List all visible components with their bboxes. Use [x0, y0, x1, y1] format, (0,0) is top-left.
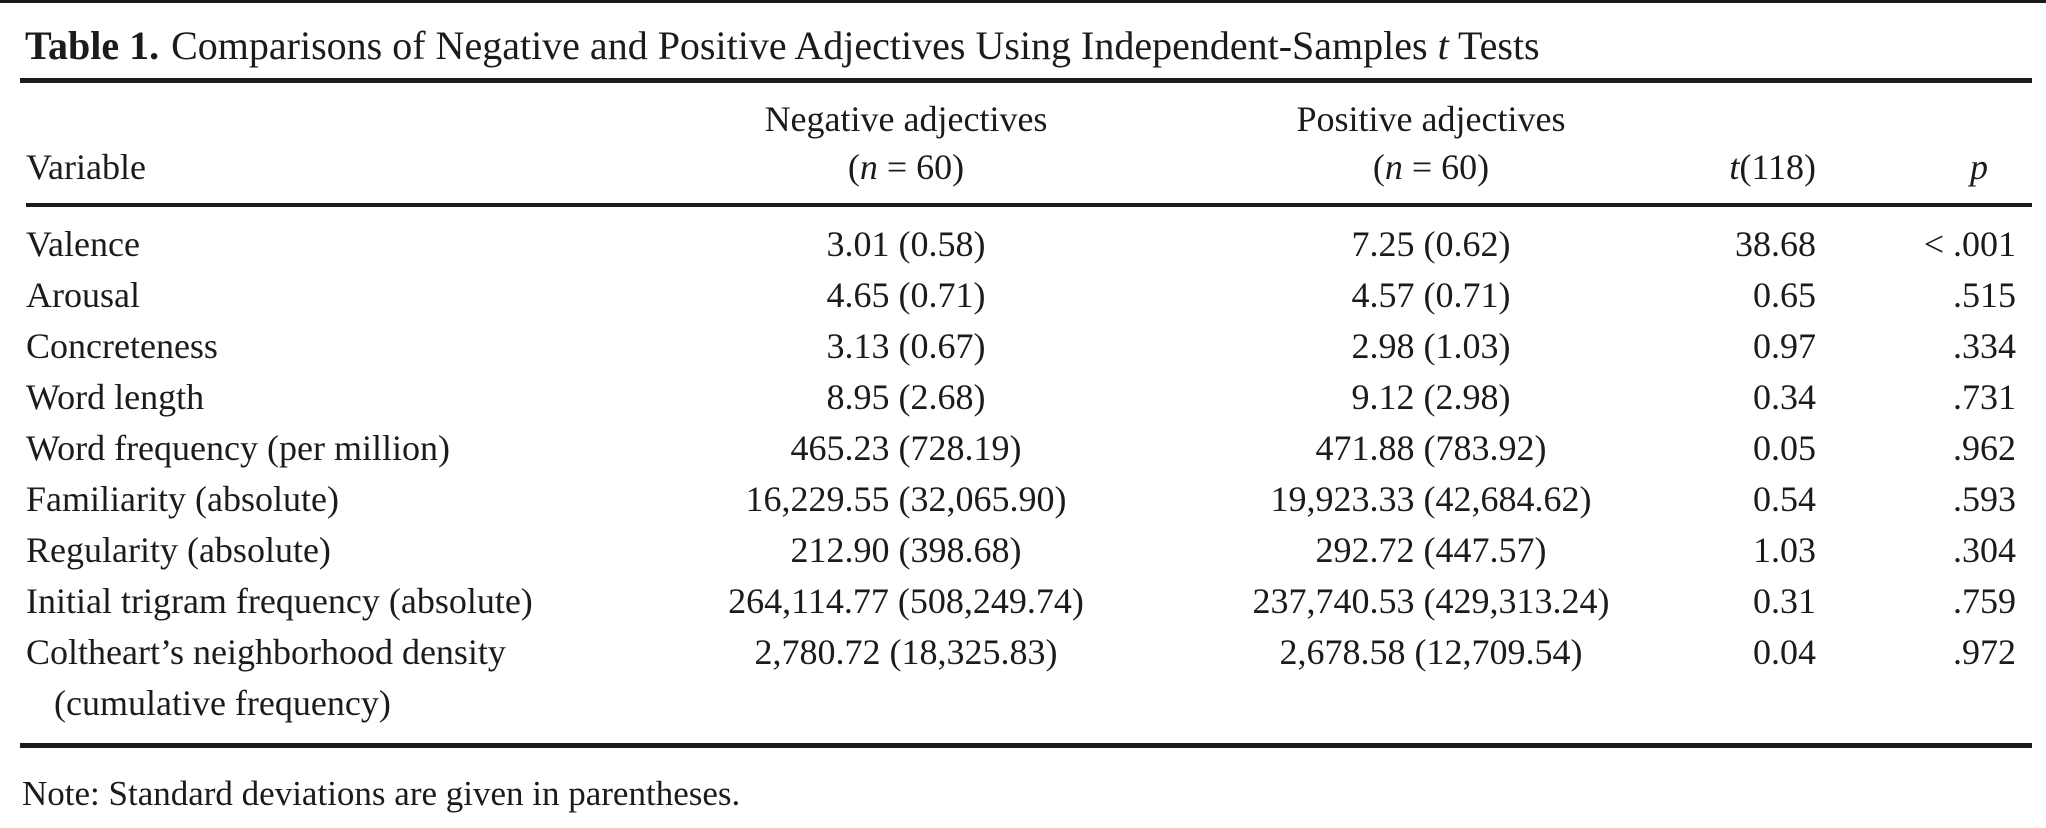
- row-t-value: 0.54: [1753, 479, 1816, 519]
- row-variable: Valence: [26, 224, 140, 264]
- row-negative-value: 4.65 (0.71): [826, 275, 986, 315]
- row-negative-value: 212.90 (398.68): [790, 530, 1022, 570]
- row-negative-value: 465.23 (728.19): [790, 428, 1022, 468]
- table-row: Coltheart’s neighborhood density (cumula…: [26, 627, 2032, 729]
- t-header-label: t(118): [1729, 147, 1816, 187]
- row-positive-value: 2,678.58 (12,709.54): [1279, 632, 1583, 672]
- row-variable: Initial trigram frequency (absolute): [26, 581, 533, 621]
- table-row: Familiarity (absolute) 16,229.55 (32,065…: [26, 474, 2032, 525]
- row-t-value: 38.68: [1735, 224, 1816, 264]
- row-variable: Regularity (absolute): [26, 530, 331, 570]
- row-p-value: .759: [1953, 581, 2016, 621]
- row-t-value: 0.65: [1753, 275, 1816, 315]
- column-header-positive: Positive adjectives (n = 60): [1186, 95, 1676, 191]
- table-title-text: Comparisons of Negative and Positive Adj…: [171, 23, 1428, 68]
- row-p-value: .334: [1953, 326, 2016, 366]
- row-variable: Arousal: [26, 275, 140, 315]
- row-positive-value: 2.98 (1.03): [1351, 326, 1511, 366]
- row-p-value: .515: [1953, 275, 2016, 315]
- row-negative-value: 8.95 (2.68): [826, 377, 986, 417]
- column-header-variable: Variable: [26, 95, 626, 191]
- variable-header-label: Variable: [26, 147, 146, 187]
- row-variable: Word length: [26, 377, 205, 417]
- row-positive-value: 19,923.33 (42,684.62): [1270, 479, 1592, 519]
- row-positive-value: 237,740.53 (429,313.24): [1252, 581, 1610, 621]
- row-negative-value: 264,114.77 (508,249.74): [728, 581, 1084, 621]
- table-body: Valence 3.01 (0.58) 7.25 (0.62) 38.68 < …: [26, 207, 2032, 743]
- row-p-value: .972: [1953, 632, 2016, 672]
- negative-header-n: (n = 60): [847, 147, 965, 187]
- table-title-italic-t: t: [1437, 23, 1449, 68]
- row-variable-line1: Coltheart’s neighborhood density: [26, 632, 506, 672]
- page-top-rule: [0, 0, 2046, 3]
- table-note: Note: Standard deviations are given in p…: [22, 774, 741, 813]
- row-t-value: 0.97: [1753, 326, 1816, 366]
- row-variable: Coltheart’s neighborhood density (cumula…: [26, 627, 626, 729]
- row-negative-value: 16,229.55 (32,065.90): [745, 479, 1067, 519]
- negative-header-label: Negative adjectives: [764, 99, 1048, 139]
- table-row: Initial trigram frequency (absolute) 264…: [26, 576, 2032, 627]
- p-header-label: p: [1970, 147, 1988, 187]
- row-negative-value: 3.13 (0.67): [826, 326, 986, 366]
- table-title: Table 1. Comparisons of Negative and Posi…: [25, 22, 2032, 70]
- table-row: Arousal 4.65 (0.71) 4.57 (0.71) 0.65 .51…: [26, 270, 2032, 321]
- row-variable: Word frequency (per million): [26, 428, 450, 468]
- data-table: Variable Negative adjectives (n = 60) Po…: [20, 78, 2032, 748]
- row-t-value: 0.31: [1753, 581, 1816, 621]
- header-row: Variable Negative adjectives (n = 60) Po…: [26, 95, 2032, 191]
- table-row: Word length 8.95 (2.68) 9.12 (2.98) 0.34…: [26, 372, 2032, 423]
- row-t-value: 0.05: [1753, 428, 1816, 468]
- row-p-value: .593: [1953, 479, 2016, 519]
- column-header-p: p: [1826, 95, 2032, 191]
- column-header-negative: Negative adjectives (n = 60): [626, 95, 1186, 191]
- row-variable-line2: (cumulative frequency): [54, 683, 391, 723]
- positive-header-label: Positive adjectives: [1296, 99, 1566, 139]
- table-row: Word frequency (per million) 465.23 (728…: [26, 423, 2032, 474]
- row-positive-value: 4.57 (0.71): [1351, 275, 1511, 315]
- row-negative-value: 2,780.72 (18,325.83): [754, 632, 1058, 672]
- row-negative-value: 3.01 (0.58): [826, 224, 986, 264]
- row-t-value: 1.03: [1753, 530, 1816, 570]
- positive-header-n: (n = 60): [1372, 147, 1490, 187]
- table-title-text-end: Tests: [1457, 23, 1540, 68]
- table-header: Variable Negative adjectives (n = 60) Po…: [26, 83, 2032, 207]
- table-number-label: Table 1.: [25, 23, 160, 68]
- row-p-value: .962: [1953, 428, 2016, 468]
- row-p-value: .731: [1953, 377, 2016, 417]
- row-t-value: 0.04: [1753, 632, 1816, 672]
- column-header-t: t(118): [1676, 95, 1826, 191]
- row-positive-value: 7.25 (0.62): [1351, 224, 1511, 264]
- row-p-value: < .001: [1923, 224, 2016, 264]
- row-variable: Concreteness: [26, 326, 218, 366]
- row-positive-value: 9.12 (2.98): [1351, 377, 1511, 417]
- table-row: Valence 3.01 (0.58) 7.25 (0.62) 38.68 < …: [26, 219, 2032, 270]
- row-variable: Familiarity (absolute): [26, 479, 339, 519]
- row-positive-value: 471.88 (783.92): [1315, 428, 1547, 468]
- row-positive-value: 292.72 (447.57): [1315, 530, 1547, 570]
- row-t-value: 0.34: [1753, 377, 1816, 417]
- table-row: Concreteness 3.13 (0.67) 2.98 (1.03) 0.9…: [26, 321, 2032, 372]
- table-row: Regularity (absolute) 212.90 (398.68) 29…: [26, 525, 2032, 576]
- row-p-value: .304: [1953, 530, 2016, 570]
